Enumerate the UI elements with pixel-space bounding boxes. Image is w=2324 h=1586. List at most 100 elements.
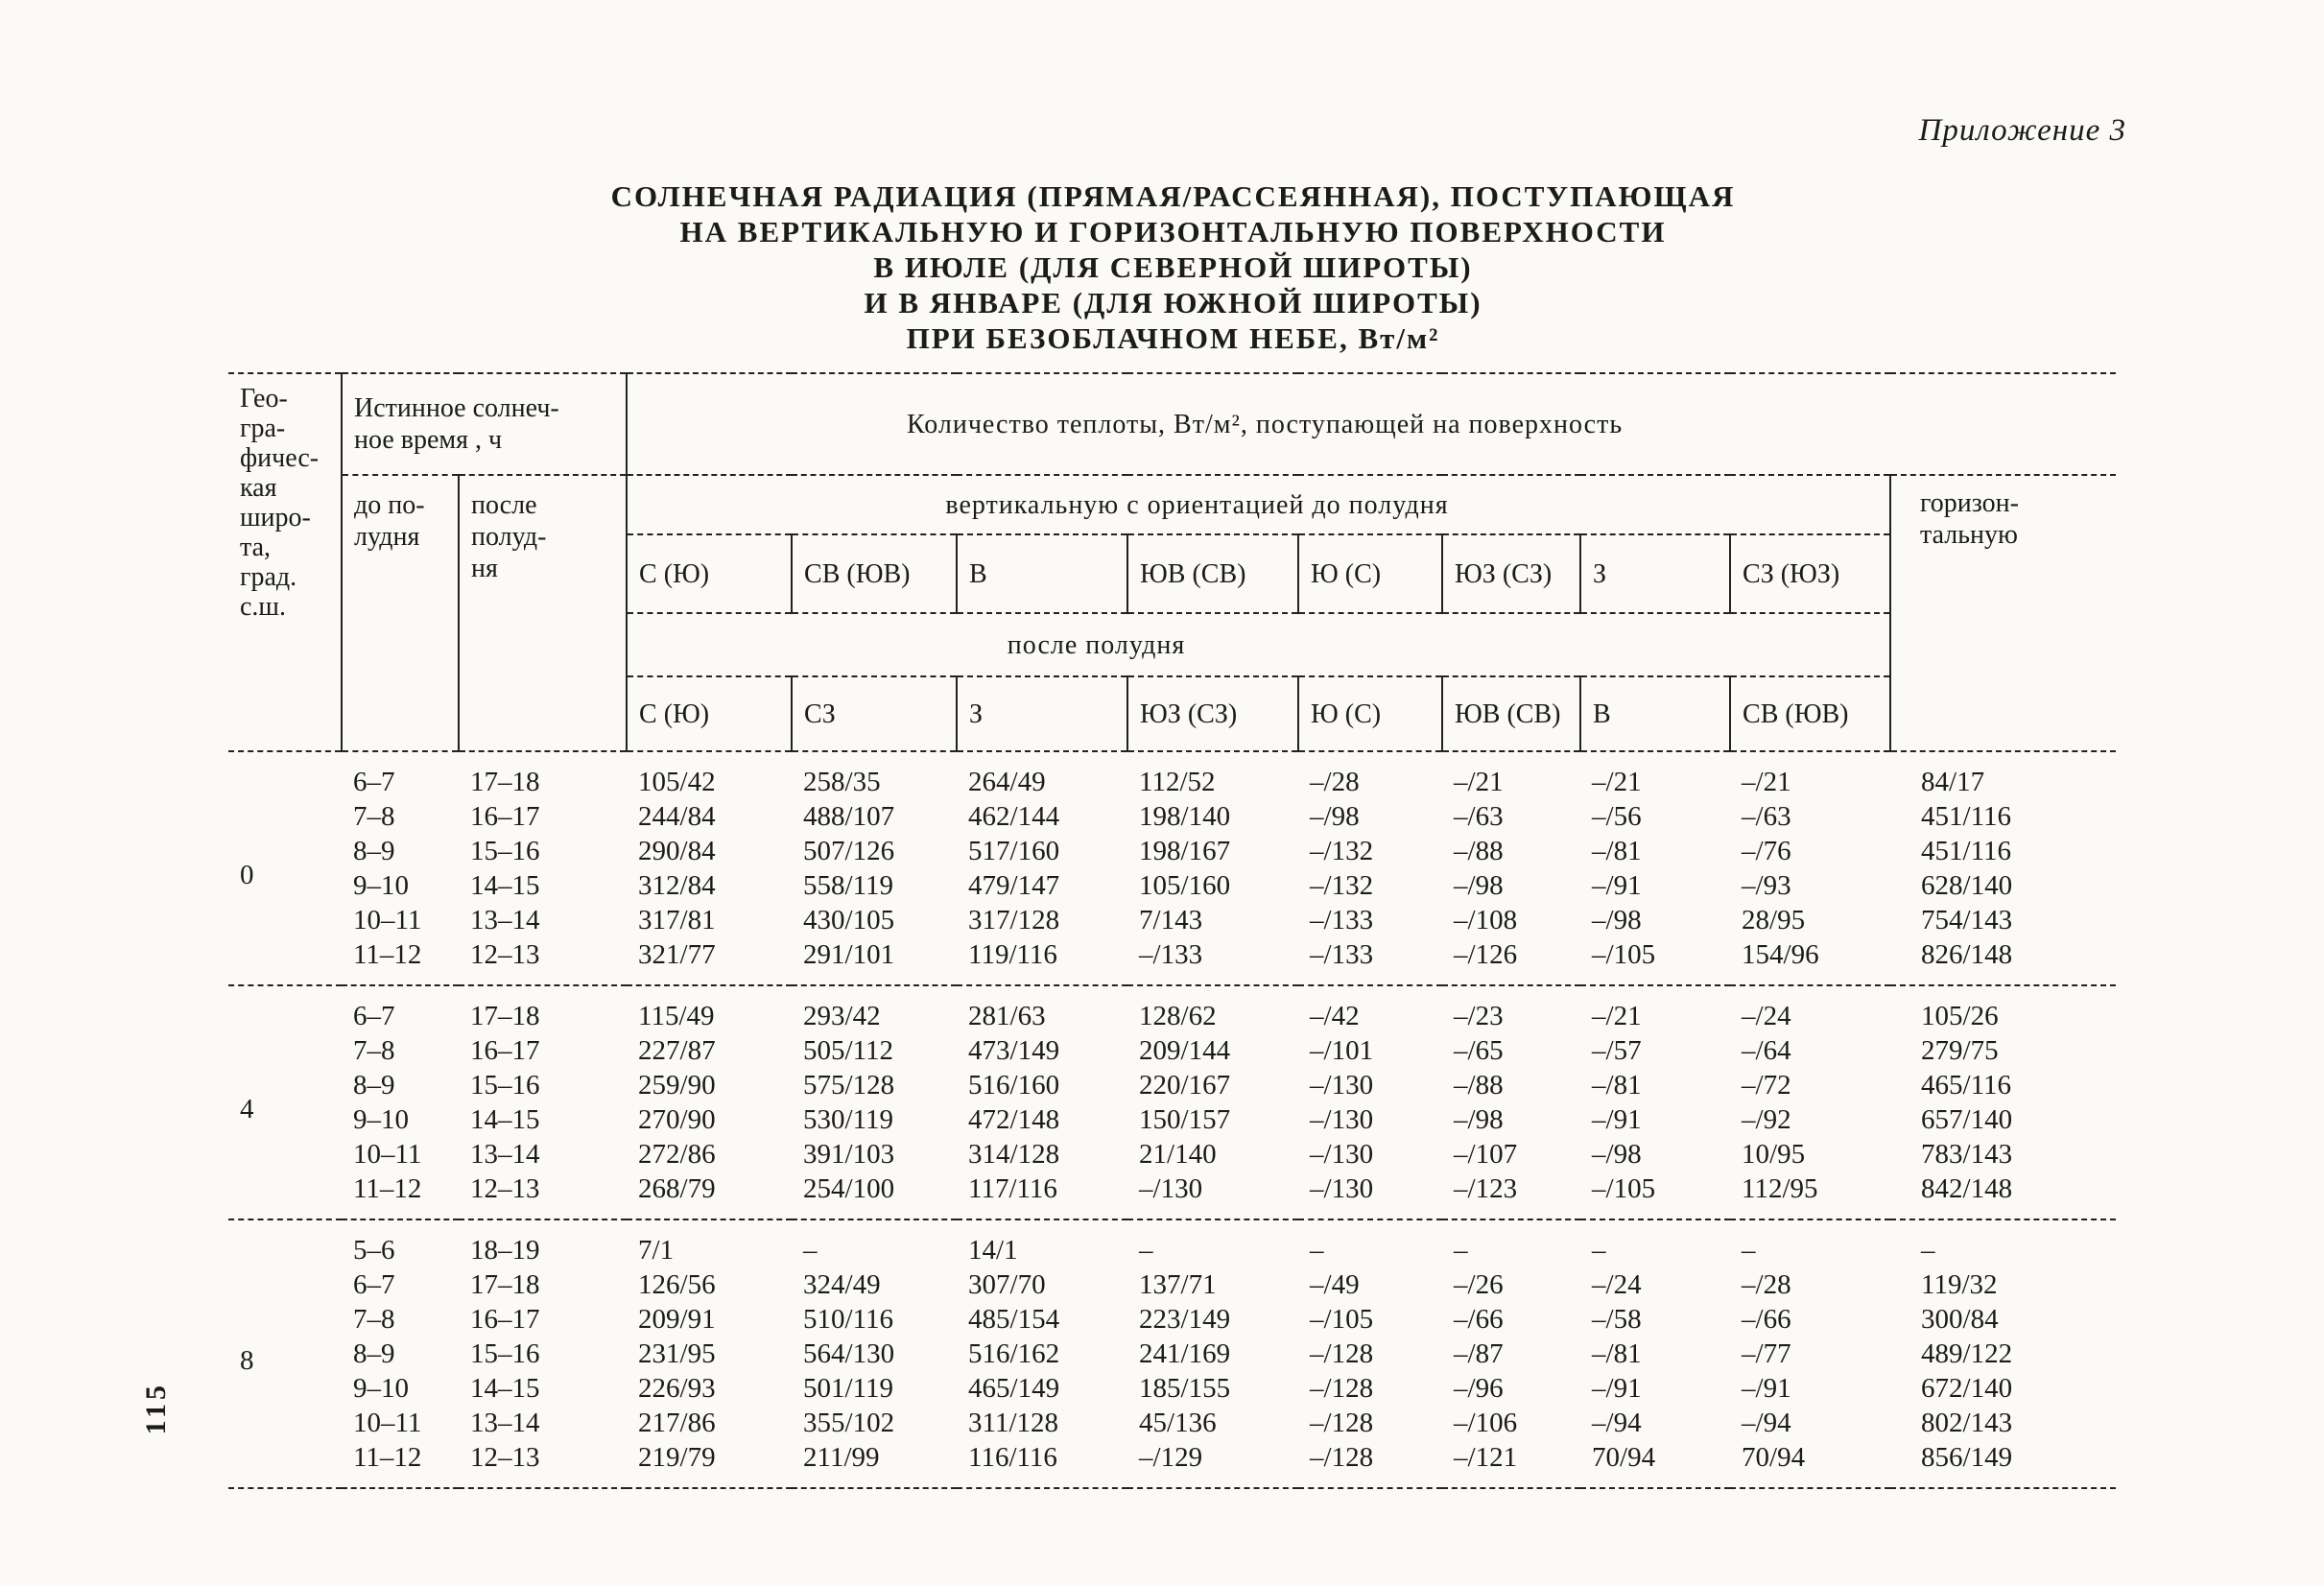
value-cell: 150/157 (1139, 1104, 1231, 1135)
header-orientation-pm-4: ЮЗ (СЗ) (1127, 676, 1300, 752)
value-cell: 198/140 (1139, 801, 1231, 832)
value-cell: 489/122 (1921, 1338, 2013, 1369)
value-cell: –/64 (1742, 1035, 1791, 1066)
header-before-noon: до по- лудня (342, 475, 460, 752)
value-cell: 657/140 (1921, 1104, 2013, 1135)
value-cell: 211/99 (792, 1440, 958, 1489)
value-cell: 10/95 (1742, 1139, 1806, 1170)
value-cell: 430/105 (803, 905, 895, 935)
table-row: 6–7 17–18 126/56 324/49 307/70 137/71 –/49 –/26… (228, 1267, 2116, 1302)
latitude-value: 4 (228, 985, 342, 1220)
table-row: 8–9 15–16 259/90 575/128 516/160 220/167 –/130… (228, 1068, 2116, 1102)
table-row: 8–9 15–16 290/84 507/126 517/160 198/167 –/132… (228, 834, 2116, 868)
time-after-noon-cell: 14–15 (470, 1373, 540, 1404)
time-after-noon-cell: 15–16 (470, 836, 540, 866)
value-cell: –/128 (1310, 1338, 1374, 1369)
value-cell: 783/143 (1921, 1139, 2013, 1170)
header-orientation-pm-6: ЮВ (СВ) (1442, 676, 1582, 752)
time-after-noon-cell: 15–16 (470, 1338, 540, 1369)
header-row-1: Гео- гра- фичес- кая широ- та, град. с.ш… (228, 372, 2117, 752)
value-cell: 628/140 (1921, 870, 2013, 901)
value-cell: 307/70 (968, 1269, 1046, 1300)
value-cell: –/128 (1310, 1408, 1374, 1438)
header-row-4: после полудня (228, 613, 2116, 677)
table-row: 9–10 14–15 226/93 501/119 465/149 185/155 –/12… (228, 1371, 2116, 1406)
time-before-noon-cell: 8–9 (353, 836, 395, 866)
title-line-3: В ИЮЛЕ (ДЛЯ СЕВЕРНОЙ ШИРОТЫ) (873, 250, 1473, 284)
value-cell: –/133 (1127, 937, 1299, 986)
value-cell: –/133 (1310, 905, 1374, 935)
value-cell: 842/148 (1890, 1172, 2117, 1220)
time-after-noon-cell: 16–17 (470, 1304, 540, 1335)
value-cell: –/42 (1310, 1001, 1360, 1031)
value-cell: –/101 (1310, 1035, 1374, 1066)
header-orientation-pm-3: З (957, 676, 1129, 752)
value-cell: –/72 (1742, 1070, 1791, 1101)
value-cell: 510/116 (803, 1304, 893, 1335)
time-after-noon-cell: 16–17 (470, 1035, 540, 1066)
header-vertical-before-noon: вертикальную с ориентацией до полудня (627, 475, 1891, 535)
value-cell: 117/116 (957, 1172, 1128, 1220)
value-cell: 530/119 (803, 1104, 893, 1135)
value-cell: 281/63 (968, 1001, 1046, 1031)
value-cell: –/21 (1742, 767, 1791, 797)
value-cell: 258/35 (803, 767, 881, 797)
header-row-2: до по- лудня после полуд- ня вертикальну… (228, 475, 2117, 752)
value-cell: –/107 (1454, 1139, 1518, 1170)
header-orientation-am-2: СВ (ЮВ) (792, 534, 959, 614)
table-header: Гео- гра- фичес- кая широ- та, град. с.ш… (228, 372, 2117, 752)
value-cell: –/91 (1742, 1373, 1791, 1404)
value-cell: 802/143 (1921, 1408, 2013, 1438)
value-cell: 154/96 (1730, 937, 1891, 986)
value-cell: 185/155 (1139, 1373, 1231, 1404)
value-cell: 485/154 (968, 1304, 1060, 1335)
time-before-noon-cell: 11–12 (342, 1172, 459, 1220)
solar-radiation-table: Гео- гра- фичес- кая широ- та, град. с.ш… (228, 372, 2117, 1489)
value-cell: 209/144 (1139, 1035, 1231, 1066)
header-orientation-pm-7: В (1580, 676, 1732, 752)
time-after-noon-cell: 14–15 (470, 870, 540, 901)
value-cell: 84/17 (1921, 767, 1985, 797)
value-cell: –/77 (1742, 1338, 1791, 1369)
time-before-noon-cell: 7–8 (353, 1035, 395, 1066)
time-after-noon-cell: 16–17 (470, 801, 540, 832)
header-after-noon-band: после полудня (627, 613, 1891, 677)
value-cell: 220/167 (1139, 1070, 1231, 1101)
value-cell: 231/95 (638, 1338, 716, 1369)
header-orientation-pm-1: С (Ю) (627, 676, 794, 752)
time-after-noon-cell: 13–14 (470, 1408, 540, 1438)
value-cell: – (1592, 1235, 1606, 1266)
value-cell: 119/116 (957, 937, 1128, 986)
value-cell: 270/90 (638, 1104, 716, 1135)
value-cell: 324/49 (803, 1269, 881, 1300)
value-cell: 317/128 (968, 905, 1060, 935)
value-cell: 128/62 (1139, 1001, 1217, 1031)
value-cell: –/81 (1592, 1070, 1642, 1101)
value-cell: –/49 (1310, 1269, 1360, 1300)
table-row: 8–9 15–16 231/95 564/130 516/162 241/169 –/128… (228, 1337, 2116, 1371)
header-horizontal: горизон- тальную (1889, 475, 2117, 752)
value-cell: 259/90 (638, 1070, 716, 1101)
value-cell: 314/128 (968, 1139, 1060, 1170)
value-cell: 516/162 (968, 1338, 1060, 1369)
value-cell: 21/140 (1139, 1139, 1217, 1170)
time-before-noon-cell: 9–10 (353, 1104, 409, 1135)
time-before-noon-cell: 11–12 (342, 937, 459, 986)
time-after-noon-cell: 12–13 (459, 937, 628, 986)
value-cell: –/123 (1442, 1172, 1581, 1220)
value-cell: 856/149 (1890, 1440, 2117, 1489)
value-cell: 488/107 (803, 801, 895, 832)
value-cell: 501/119 (803, 1373, 893, 1404)
value-cell: –/81 (1592, 1338, 1642, 1369)
value-cell: –/130 (1310, 1104, 1374, 1135)
value-cell: –/63 (1742, 801, 1791, 832)
time-after-noon-cell: 12–13 (459, 1172, 628, 1220)
value-cell: – (1139, 1235, 1153, 1266)
time-before-noon-cell: 10–11 (353, 1408, 422, 1438)
table-row: 7–8 16–17 209/91 510/116 485/154 223/149 –/105… (228, 1302, 2116, 1337)
value-cell: –/57 (1592, 1035, 1642, 1066)
value-cell: –/105 (1580, 1172, 1731, 1220)
value-cell: 507/126 (803, 836, 895, 866)
table-body: 0 6–7 17–18 105/42 258/35 264/49 112/52 –/28 –/2… (228, 751, 2117, 1489)
value-cell: –/88 (1454, 836, 1504, 866)
